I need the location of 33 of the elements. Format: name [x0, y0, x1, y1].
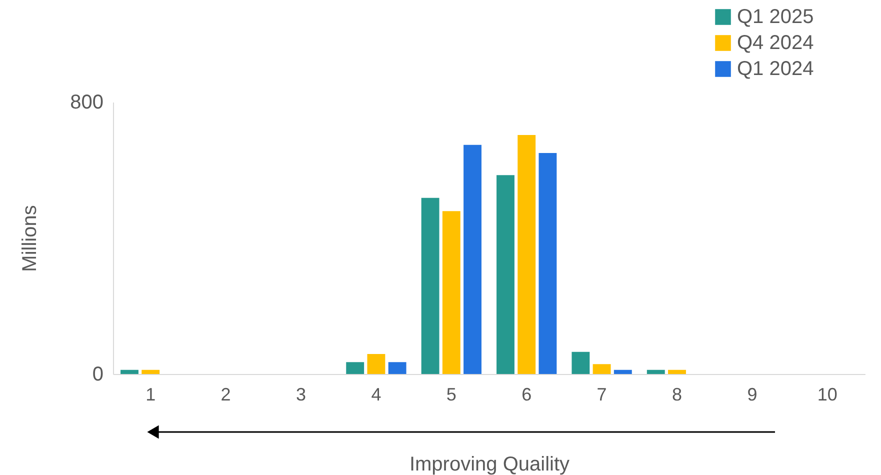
x-tick-label: 6 — [522, 384, 532, 404]
legend-label: Q4 2024 — [737, 32, 814, 54]
bar — [496, 175, 514, 374]
x-tick-label: 5 — [446, 384, 456, 404]
x-tick-label: 3 — [296, 384, 306, 404]
y-axis-title: Millions — [19, 205, 42, 272]
x-tick-label: 8 — [672, 384, 682, 404]
bar — [464, 144, 482, 374]
x-tick-label: 9 — [747, 384, 758, 404]
bar — [120, 370, 138, 374]
y-tick-label: 800 — [70, 92, 104, 114]
x-tick-label: 10 — [817, 384, 838, 404]
legend-label: Q1 2024 — [737, 58, 814, 80]
bar — [538, 153, 557, 374]
bar — [421, 198, 440, 374]
bar — [142, 370, 160, 374]
bar — [668, 370, 686, 374]
bar — [388, 362, 406, 374]
bar — [367, 354, 386, 374]
x-tick-label: 4 — [371, 384, 382, 404]
x-tick-label: 2 — [220, 384, 231, 404]
bar — [646, 370, 665, 374]
bar — [442, 211, 460, 374]
bar — [614, 370, 632, 374]
bar — [518, 134, 536, 374]
y-tick-label: 0 — [92, 364, 104, 386]
legend-label: Q1 2025 — [737, 6, 814, 28]
bar — [572, 352, 590, 374]
x-tick-label: 7 — [596, 384, 607, 404]
bar — [346, 362, 364, 374]
x-axis-title: Improving Quaility — [409, 454, 570, 475]
x-tick-label: 1 — [146, 384, 156, 404]
bar — [592, 364, 611, 374]
